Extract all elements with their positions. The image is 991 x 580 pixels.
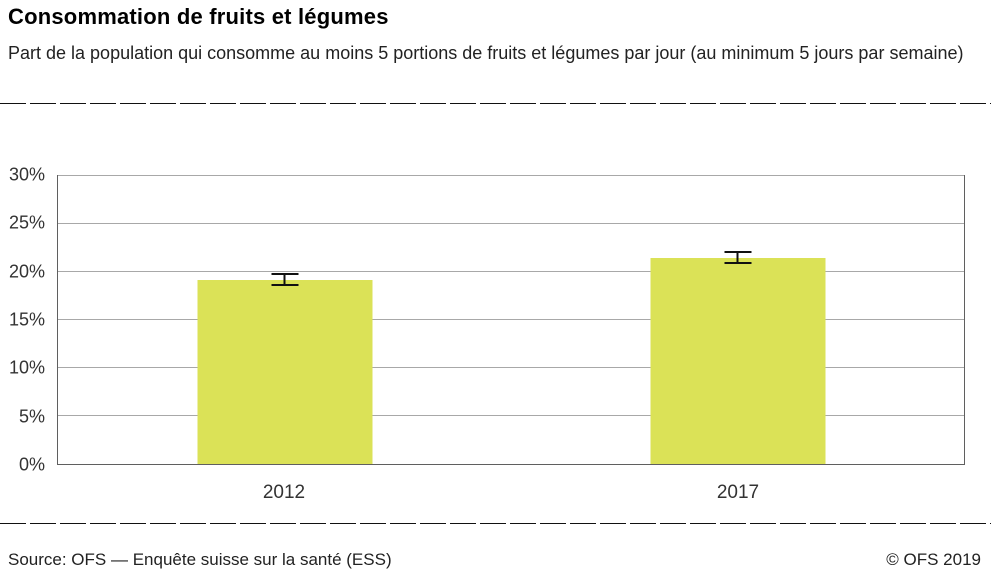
source-text: Source: OFS — Enquête suisse sur la sant… <box>8 550 392 569</box>
y-tick-label: 20% <box>8 261 45 282</box>
chart-title: Consommation de fruits et légumes <box>8 4 389 29</box>
y-tick-label: 10% <box>8 357 45 378</box>
bar-2017 <box>650 257 825 464</box>
x-axis-labels: 2012 2017 <box>57 466 965 504</box>
footer-divider <box>0 523 991 524</box>
x-tick-label: 2017 <box>716 482 760 503</box>
bar-group-2012 <box>58 176 511 464</box>
y-axis-labels: 0% 5% 10% 15% 20% 25% 30% <box>0 165 48 475</box>
y-tick-label: 5% <box>18 406 45 427</box>
plot-area <box>57 175 965 465</box>
gridline <box>58 271 964 272</box>
gridline <box>58 367 964 368</box>
bar-2012 <box>197 279 372 464</box>
copyright-text: © OFS 2019 <box>886 550 981 569</box>
error-bar-2017 <box>724 250 751 265</box>
x-tick-label: 2012 <box>262 482 306 503</box>
y-tick-label: 25% <box>8 212 45 233</box>
y-tick-label: 30% <box>8 164 45 185</box>
chart-subtitle: Part de la population qui consomme au mo… <box>8 43 964 63</box>
chart-footer: Source: OFS — Enquête suisse sur la sant… <box>8 550 981 570</box>
header-divider <box>0 103 991 104</box>
gridline <box>58 223 964 224</box>
gridline <box>58 175 964 176</box>
error-bar-2012 <box>271 272 298 287</box>
y-tick-label: 0% <box>18 454 45 475</box>
gridline <box>58 319 964 320</box>
bars-container <box>58 176 964 464</box>
y-tick-label: 15% <box>8 309 45 330</box>
gridline <box>58 415 964 416</box>
bar-group-2017 <box>511 176 964 464</box>
chart-header: Consommation de fruits et légumes Part d… <box>8 4 983 66</box>
